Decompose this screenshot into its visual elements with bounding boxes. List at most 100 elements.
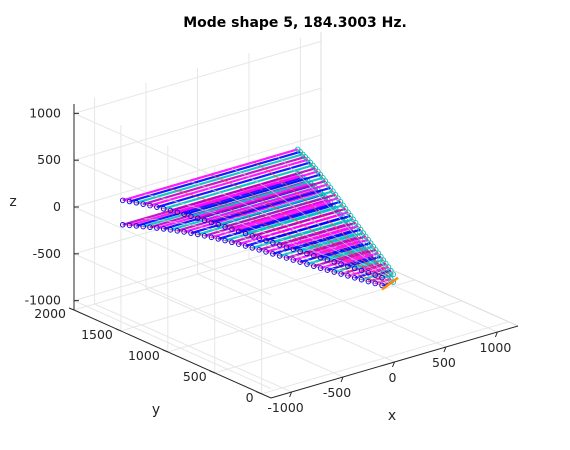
- node-marker: [263, 249, 269, 255]
- chart-title: Mode shape 5, 184.3003 Hz.: [183, 15, 407, 31]
- mesh-line: [166, 187, 386, 278]
- y-axis-label: y: [152, 402, 160, 418]
- x-tick: [443, 346, 447, 353]
- node-marker: [235, 241, 242, 247]
- x-tick-label: 1000: [480, 340, 512, 355]
- node-marker: [351, 275, 358, 281]
- node-marker: [160, 226, 167, 232]
- node-marker: [372, 272, 378, 278]
- grid-line: [94, 303, 292, 393]
- node-marker: [372, 280, 378, 287]
- node-marker: [235, 228, 242, 235]
- x-tick: [392, 361, 395, 368]
- node-marker: [222, 237, 228, 244]
- y-tick: [162, 349, 168, 353]
- node-marker: [327, 185, 334, 191]
- mesh-line: [253, 161, 391, 276]
- node-marker: [345, 209, 351, 216]
- node-marker: [222, 224, 228, 230]
- node-marker: [276, 253, 283, 259]
- y-axis-line: [73, 309, 272, 399]
- node-marker: [195, 215, 201, 221]
- node-marker: [201, 233, 208, 239]
- node-marker: [380, 257, 387, 263]
- node-marker: [324, 267, 331, 273]
- grid-line: [73, 87, 322, 161]
- grid-line: [261, 321, 509, 395]
- node-marker: [126, 198, 133, 205]
- node-marker: [160, 206, 167, 212]
- mesh-line: [210, 174, 388, 277]
- node-marker: [167, 227, 174, 233]
- node-marker: [133, 223, 140, 229]
- node-marker: [283, 255, 290, 261]
- node-marker: [215, 221, 222, 228]
- node-marker: [379, 282, 385, 289]
- node-marker: [390, 271, 397, 278]
- y-tick-label: 1000: [128, 348, 160, 363]
- node-marker: [365, 278, 372, 285]
- grid-line: [248, 258, 447, 348]
- mesh-line: [144, 218, 384, 286]
- node-marker: [195, 231, 201, 238]
- tip-edge: [381, 276, 399, 291]
- node-marker: [317, 254, 324, 261]
- grid-line: [73, 253, 272, 343]
- node-marker: [365, 270, 372, 276]
- node-marker: [174, 228, 181, 234]
- y-tick: [115, 328, 122, 332]
- node-marker: [297, 248, 303, 255]
- grid-line: [145, 288, 344, 378]
- node-marker: [340, 202, 346, 209]
- node-marker: [317, 265, 324, 271]
- node-marker: [345, 273, 351, 279]
- mesh-line: [188, 180, 387, 277]
- node-marker: [345, 263, 351, 269]
- node-marker: [140, 223, 146, 230]
- node-marker: [140, 201, 146, 207]
- grid-line: [73, 134, 322, 208]
- node-marker: [378, 253, 384, 260]
- node-marker: [154, 225, 160, 231]
- node-marker: [383, 260, 389, 267]
- z-axis-label: z: [9, 194, 16, 210]
- node-marker: [355, 223, 361, 229]
- y-tick: [209, 370, 215, 374]
- y-tick: [256, 391, 262, 395]
- z-tick-label: -500: [33, 246, 61, 261]
- z-tick-label: 500: [37, 152, 61, 167]
- node-marker: [335, 195, 341, 201]
- node-marker: [337, 199, 344, 205]
- node-marker: [350, 216, 356, 223]
- x-tick-label: -500: [323, 385, 351, 400]
- node-marker: [256, 247, 262, 253]
- node-marker: [385, 264, 392, 270]
- node-marker: [181, 211, 187, 217]
- y-tick-label: 0: [246, 390, 254, 405]
- x-tick-label: 500: [432, 355, 456, 370]
- x-axis-label: x: [388, 408, 396, 424]
- x-tick-label: 0: [389, 370, 397, 385]
- node-marker: [330, 188, 336, 195]
- node-marker: [229, 226, 235, 232]
- node-marker: [297, 259, 303, 265]
- node-marker: [347, 213, 354, 219]
- mesh-line: [275, 155, 393, 275]
- x-tick: [289, 391, 293, 398]
- mesh-line: [144, 193, 384, 278]
- node-marker: [188, 230, 194, 236]
- node-marker: [270, 251, 276, 257]
- node-marker: [229, 239, 235, 246]
- node-marker: [249, 233, 256, 239]
- mode-shape-mesh: [119, 146, 399, 291]
- node-marker: [201, 217, 208, 224]
- y-tick: [68, 307, 75, 311]
- node-marker: [352, 219, 359, 226]
- y-tick-label: 1500: [81, 327, 113, 342]
- node-marker: [147, 202, 153, 209]
- node-marker: [358, 267, 365, 274]
- node-marker: [188, 213, 194, 219]
- node-marker: [290, 257, 297, 263]
- y-tick-label: 500: [183, 369, 207, 384]
